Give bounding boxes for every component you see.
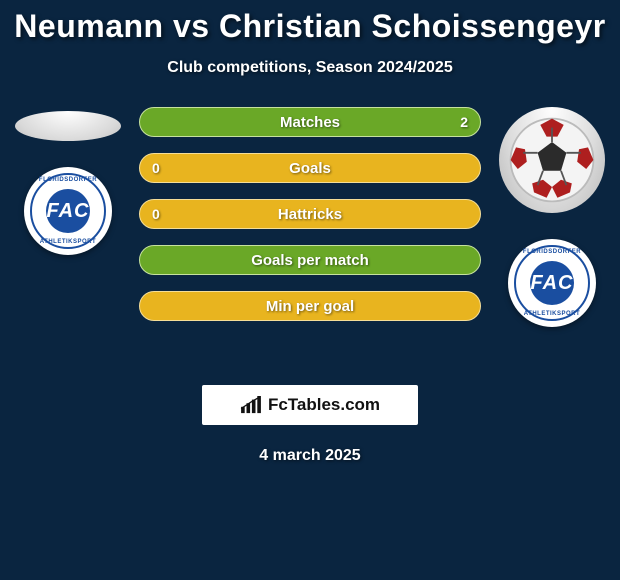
page-title: Neumann vs Christian Schoissengeyr — [0, 8, 620, 45]
subtitle: Club competitions, Season 2024/2025 — [0, 59, 620, 77]
date-label: 4 march 2025 — [0, 447, 620, 465]
stat-bar: Hattricks0 — [139, 199, 481, 229]
bar-chart-icon — [240, 396, 262, 414]
stat-bar-label: Matches — [140, 114, 480, 131]
stat-bars: Matches2Goals0Hattricks0Goals per matchM… — [139, 107, 481, 321]
left-club-badge: FLORIDSDORFER FAC ATHLETIKSPORT — [24, 167, 112, 255]
stat-bar: Goals0 — [139, 153, 481, 183]
right-club-badge: FLORIDSDORFER FAC ATHLETIKSPORT — [508, 239, 596, 327]
stat-bar: Matches2 — [139, 107, 481, 137]
stat-bar-label: Goals — [140, 160, 480, 177]
right-club-arc-top: FLORIDSDORFER — [523, 249, 581, 255]
stat-bar-right-value: 2 — [460, 114, 468, 130]
left-player-silhouette — [15, 111, 121, 141]
stat-bar: Goals per match — [139, 245, 481, 275]
ball-icon — [507, 115, 597, 205]
stat-bar-label: Goals per match — [140, 252, 480, 269]
stat-bar: Min per goal — [139, 291, 481, 321]
stat-bar-left-value: 0 — [152, 206, 160, 222]
left-club-abbrev: FAC — [47, 200, 90, 223]
right-club-arc-bot: ATHLETIKSPORT — [524, 311, 580, 317]
comparison-content: FLORIDSDORFER FAC ATHLETIKSPORT — [0, 107, 620, 367]
stat-bar-label: Min per goal — [140, 298, 480, 315]
branding-text: FcTables.com — [268, 395, 380, 415]
right-player-silhouette — [499, 107, 605, 213]
branding-badge: FcTables.com — [202, 385, 418, 425]
stat-bar-label: Hattricks — [140, 206, 480, 223]
right-club-abbrev: FAC — [531, 272, 574, 295]
left-club-arc-bot: ATHLETIKSPORT — [40, 239, 96, 245]
right-player-column: FLORIDSDORFER FAC ATHLETIKSPORT — [492, 107, 612, 327]
left-club-arc-top: FLORIDSDORFER — [39, 177, 97, 183]
header: Neumann vs Christian Schoissengeyr Club … — [0, 0, 620, 77]
left-player-column: FLORIDSDORFER FAC ATHLETIKSPORT — [8, 107, 128, 255]
stat-bar-left-value: 0 — [152, 160, 160, 176]
